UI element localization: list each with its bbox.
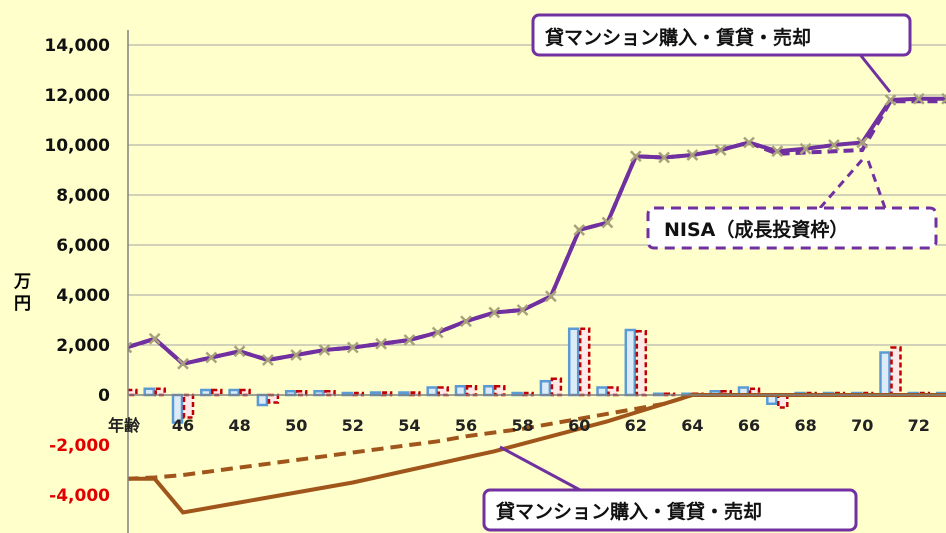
- x-tick-label: 54: [398, 416, 420, 435]
- x-tick-label: 60: [568, 416, 590, 435]
- bar-blue: [256, 393, 269, 407]
- bar-red: [465, 385, 478, 397]
- bar-red: [890, 346, 902, 397]
- bar-red: [578, 327, 591, 397]
- asset-marker: [205, 351, 218, 364]
- asset-marker: [941, 92, 946, 105]
- x-tick-label: 46: [172, 416, 194, 435]
- nisa-callout-text: NISA（成長投資枠）: [664, 218, 848, 241]
- asset-marker: [318, 344, 331, 356]
- bar-red: [267, 393, 280, 404]
- asset-marker: [771, 145, 784, 158]
- asset-marker: [262, 354, 274, 366]
- y-tick-label: 10,000: [44, 136, 110, 156]
- y-tick-label: -2,000: [49, 436, 110, 456]
- x-tick-label: 64: [681, 416, 703, 435]
- bar-blue: [483, 385, 495, 397]
- bar-blue: [567, 327, 580, 397]
- asset-marker: [629, 150, 642, 163]
- x-tick-label: 68: [794, 416, 816, 435]
- bar-blue: [454, 385, 467, 397]
- asset-marker: [233, 345, 246, 358]
- asset-marker: [856, 136, 869, 149]
- bar-red: [437, 386, 449, 397]
- y-tick-label: 0: [98, 386, 110, 406]
- y-axis-label-2: 円: [14, 294, 31, 314]
- bar-blue: [143, 387, 155, 397]
- x-tick-label: 52: [342, 416, 364, 435]
- y-tick-label: 14,000: [44, 36, 110, 56]
- y-tick-label: 12,000: [44, 86, 110, 106]
- asset-marker: [545, 290, 557, 303]
- bar-red: [154, 387, 166, 397]
- x-axis-label: 年齢: [108, 416, 141, 435]
- asset-marker: [686, 149, 699, 161]
- asset-marker: [743, 136, 755, 149]
- asset-line-solid: [128, 96, 946, 366]
- top-callout: 貸マンション購入・賃貸・売却: [531, 13, 912, 93]
- asset-marker: [290, 349, 303, 361]
- bottom-callout-text: 貸マンション購入・賃貸・売却: [495, 500, 762, 523]
- bar-blue: [539, 380, 552, 397]
- y-tick-label: 6,000: [56, 236, 110, 256]
- y-tick-label: 8,000: [56, 186, 110, 206]
- bar-blue: [116, 390, 125, 395]
- asset-marker: [799, 142, 812, 155]
- asset-marker: [912, 92, 925, 105]
- bar-red: [352, 391, 365, 397]
- x-tick-label: 72: [908, 416, 930, 435]
- top-callout-text: 貸マンション購入・賃貸・売却: [544, 26, 811, 49]
- asset-marker: [177, 357, 189, 370]
- bar-blue: [879, 351, 891, 397]
- nisa-callout: NISA（成長投資枠）: [646, 159, 938, 250]
- x-tick-label: 66: [738, 416, 760, 435]
- bar-red: [607, 386, 619, 397]
- line-series: [128, 92, 946, 515]
- asset-marker: [884, 94, 897, 106]
- asset-marker: [516, 304, 529, 316]
- bar-red: [522, 391, 534, 397]
- asset-marker: [375, 337, 387, 350]
- y-tick-label: -4,000: [49, 486, 110, 506]
- asset-marker: [431, 326, 444, 339]
- asset-marker: [148, 332, 161, 345]
- asset-marker: [658, 151, 670, 164]
- bar-series: [116, 327, 946, 424]
- y-tick-label: 2,000: [56, 336, 110, 356]
- x-tick-label: 70: [851, 416, 873, 435]
- bar-blue: [624, 328, 637, 397]
- asset-marker: [601, 216, 614, 229]
- grid-lines: [128, 44, 946, 346]
- bar-blue: [426, 386, 438, 397]
- asset-marker: [346, 341, 359, 354]
- bottom-callout: 貸マンション購入・賃貸・売却: [482, 445, 858, 532]
- asset-marker: [714, 144, 727, 156]
- bar-red: [635, 330, 648, 397]
- bar-red: [494, 385, 506, 397]
- bar-blue: [596, 386, 608, 397]
- x-tick-label: 62: [625, 416, 647, 435]
- x-tick-label: 56: [455, 416, 477, 435]
- x-tick-label: 48: [228, 416, 250, 435]
- bar-red: [182, 393, 195, 419]
- asset-marker: [488, 306, 501, 319]
- asset-marker: [460, 315, 472, 328]
- y-tick-label: 4,000: [56, 286, 110, 306]
- asset-marker: [403, 334, 416, 346]
- x-tick-label: 50: [285, 416, 307, 435]
- asset-marker: [573, 224, 586, 236]
- y-axis-label-1: 万: [13, 272, 31, 292]
- asset-marker: [128, 341, 133, 354]
- axes: -4,000 -2,000 0 2,000 4,000 6,000 8,000 10,000 1…: [44, 30, 946, 533]
- bar-red: [550, 377, 563, 397]
- x-tick-label: 58: [511, 416, 533, 435]
- asset-marker: [828, 139, 840, 151]
